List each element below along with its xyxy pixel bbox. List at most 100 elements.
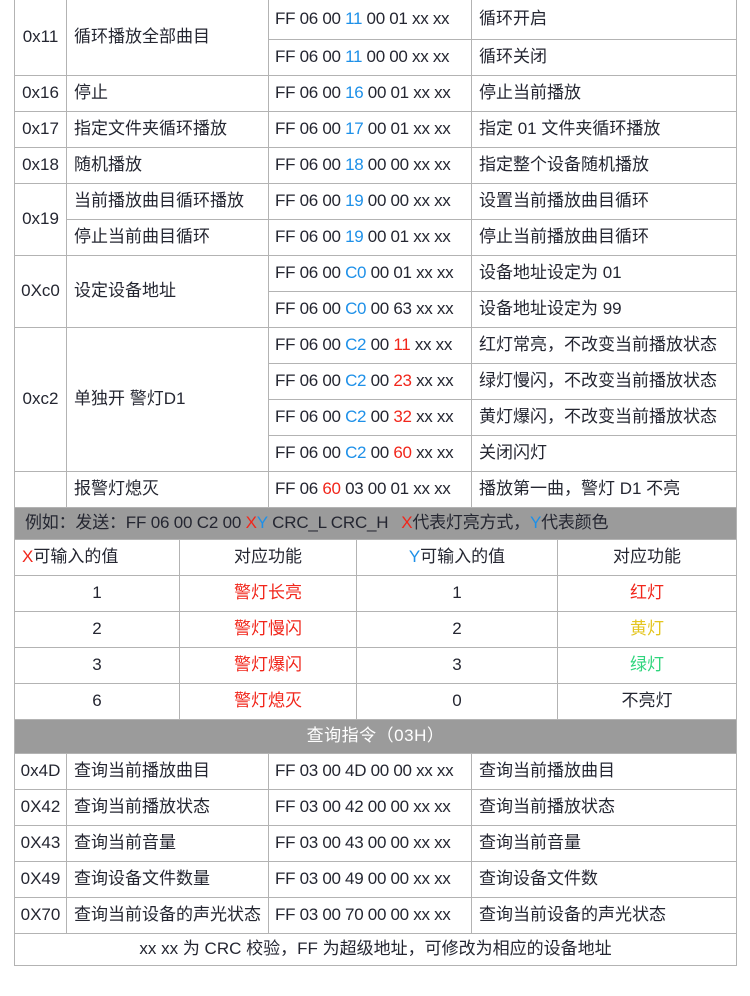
text-segment: 2	[92, 619, 102, 639]
text-segment: 00 00 xx xx	[362, 47, 450, 67]
text-segment: xx xx	[411, 371, 454, 391]
query-code-cell: 0X43	[14, 824, 67, 862]
query-command-table: 查询指令（03H） 0x4D 查询当前播放曲目 FF 03 00 4D 00 00 …	[14, 718, 737, 966]
command-row: 报警灯熄灭 FF 06 60 03 00 01 xx xx 播放第一曲，警灯 D1 …	[14, 470, 737, 508]
cmd-result-cell: 设置当前播放曲目循环	[471, 182, 737, 220]
command-row: 0x17 指定文件夹循环播放 FF 06 00 17 00 01 xx xx 指定 0…	[14, 110, 737, 148]
xy-value-cell: 黄灯	[557, 610, 737, 648]
xy-value-cell: 红灯	[557, 574, 737, 612]
text-segment: 03 00 01 xx xx	[340, 479, 451, 499]
query-result-cell: 查询设备文件数	[471, 860, 737, 898]
xy-row: 2 警灯慢闪 2 黄灯	[14, 610, 737, 648]
xy-value-cell: 2	[14, 610, 180, 648]
xy-row: 6 警灯熄灭 0 不亮灯	[14, 682, 737, 720]
highlighted-byte: Y	[408, 547, 421, 567]
xy-value-cell: 警灯慢闪	[179, 610, 357, 648]
query-code-cell: 0x4D	[14, 752, 67, 790]
text-segment: 例如：发送：FF 06 00 C2 00	[25, 513, 246, 533]
xy-table-body: X可输入的值 对应功能 Y可输入的值 对应功能 1 警灯长亮 1 红灯 2 警灯慢闪 2 黄灯 3 警灯…	[14, 538, 737, 720]
cmd-result-cell: 关闭闪灯	[471, 434, 737, 472]
cmd-bytes-cell: FF 06 00 11 00 01 xx xx	[268, 0, 472, 40]
query-bytes-cell: FF 03 00 43 00 00 xx xx	[268, 824, 472, 862]
highlighted-byte: 18	[345, 155, 364, 175]
query-table-body: 查询指令（03H） 0x4D 查询当前播放曲目 FF 03 00 4D 00 00 …	[14, 718, 737, 966]
xy-value-cell: 不亮灯	[557, 682, 737, 720]
cmd-bytes-cell: FF 06 00 C0 00 63 xx xx	[268, 290, 472, 328]
text-segment: 对应功能	[234, 547, 302, 567]
cmd-bytes-cell: FF 06 00 19 00 01 xx xx	[268, 218, 472, 256]
query-row: 0X42 查询当前播放状态 FF 03 00 42 00 00 xx xx 查询当前播…	[14, 788, 737, 826]
xy-value-cell: 3	[14, 646, 180, 684]
highlighted-byte: C2	[345, 443, 367, 463]
cmd-code-cell: 0x17	[14, 110, 67, 148]
query-section-header-row: 查询指令（03H）	[14, 718, 737, 754]
command-row: FF 06 00 C0 00 63 xx xx 设备地址设定为 99	[15, 290, 737, 328]
highlighted-byte: C0	[345, 299, 367, 319]
xy-row: 1 警灯长亮 1 红灯	[14, 574, 737, 612]
text-segment: 00	[366, 443, 394, 463]
text-segment: 不亮灯	[621, 691, 673, 711]
highlighted-byte: X	[401, 513, 413, 533]
cmd-bytes-cell: FF 06 00 C0 00 01 xx xx	[268, 254, 472, 292]
highlighted-byte: X	[245, 513, 257, 533]
cmd-result-cell: 停止当前播放	[471, 74, 737, 112]
text-segment: FF 06 00	[275, 371, 346, 391]
highlighted-byte: C2	[345, 407, 367, 427]
xy-value-cell: 警灯熄灭	[179, 682, 357, 720]
text-segment: 1	[452, 583, 462, 603]
cmd-bytes-cell: FF 06 00 19 00 00 xx xx	[268, 182, 472, 220]
highlighted-byte: 绿灯	[630, 655, 664, 675]
highlighted-byte: 警灯爆闪	[234, 655, 302, 675]
cmd-result-cell: 指定 01 文件夹循环播放	[471, 110, 737, 148]
query-function-cell: 查询当前音量	[66, 824, 269, 862]
query-function-cell: 查询设备文件数量	[66, 860, 269, 898]
xy-value-cell: 警灯爆闪	[179, 646, 357, 684]
text-segment: 00 01 xx xx	[363, 119, 451, 139]
text-segment: FF 06 00	[275, 263, 346, 283]
text-segment: 3	[92, 655, 102, 675]
cmd-result-cell: 绿灯慢闪，不改变当前播放状态	[471, 362, 737, 400]
text-segment: FF 06 00	[275, 299, 346, 319]
cmd-function-cell: 报警灯熄灭	[66, 470, 269, 508]
text-segment: FF 06 00	[275, 119, 346, 139]
cmd-bytes-cell: FF 06 60 03 00 01 xx xx	[268, 470, 472, 508]
cmd-bytes-cell: FF 06 00 C2 00 60 xx xx	[268, 434, 472, 472]
query-row: 0X43 查询当前音量 FF 03 00 43 00 00 xx xx 查询当前音量	[14, 824, 737, 862]
xy-value-cell: 0	[356, 682, 558, 720]
text-segment: FF 06 00	[275, 443, 346, 463]
command-table: 0x11 循环播放全部曲目 FF 06 00 11 00 01 xx xx 循环开启 F…	[14, 0, 737, 540]
cmd-code-cell: 0x19	[14, 182, 67, 256]
highlighted-byte: 黄灯	[630, 619, 664, 639]
highlighted-byte: Y	[529, 513, 542, 533]
highlighted-byte: 11	[393, 335, 411, 355]
cmd-result-cell: 停止当前播放曲目循环	[471, 218, 737, 256]
highlighted-byte: X	[22, 547, 34, 567]
highlighted-byte: 警灯慢闪	[234, 619, 302, 639]
text-segment: FF 06 00	[275, 227, 346, 247]
crc-footer-note: xx xx 为 CRC 校验，FF 为超级地址，可修改为相应的设备地址	[14, 932, 737, 966]
cmd-function-cell: 设定设备地址	[66, 254, 269, 328]
query-code-cell: 0X42	[14, 788, 67, 826]
query-function-cell: 查询当前播放曲目	[66, 752, 269, 790]
xy-value-cell: 绿灯	[557, 646, 737, 684]
query-code-cell: 0X70	[14, 896, 67, 934]
cmd-bytes-cell: FF 06 00 11 00 00 xx xx	[268, 38, 472, 76]
command-row: 0x19 当前播放曲目循环播放 FF 06 00 19 00 00 xx xx 设置当…	[14, 182, 737, 256]
example-note-row: 例如：发送：FF 06 00 C2 00 XY CRC_L CRC_H X代表灯…	[14, 506, 737, 540]
command-row: 0xc2 单独开 警灯D1 FF 06 00 C2 00 11 xx xx 红灯常亮，…	[14, 326, 737, 472]
text-segment: FF 06 00	[275, 47, 346, 67]
query-bytes-cell: FF 03 00 70 00 00 xx xx	[268, 896, 472, 934]
command-table-body: 0x11 循环播放全部曲目 FF 06 00 11 00 01 xx xx 循环开启 F…	[14, 0, 737, 540]
cmd-bytes-cell: FF 06 00 18 00 00 xx xx	[268, 146, 472, 184]
query-result-cell: 查询当前播放曲目	[471, 752, 737, 790]
highlighted-byte: C2	[345, 335, 367, 355]
text-segment: 代表灯亮方式，	[412, 513, 530, 533]
cmd-code-cell: 0Xc0	[14, 254, 67, 328]
command-row: 0x11 循环播放全部曲目 FF 06 00 11 00 01 xx xx 循环开启	[14, 0, 737, 76]
xy-value-cell: 警灯长亮	[179, 574, 357, 612]
text-segment: FF 06 00	[275, 83, 346, 103]
query-result-cell: 查询当前音量	[471, 824, 737, 862]
footer-row: xx xx 为 CRC 校验，FF 为超级地址，可修改为相应的设备地址	[14, 932, 737, 966]
cmd-code-cell: 0xc2	[14, 326, 67, 472]
cmd-bytes-cell: FF 06 00 C2 00 11 xx xx	[268, 326, 472, 364]
